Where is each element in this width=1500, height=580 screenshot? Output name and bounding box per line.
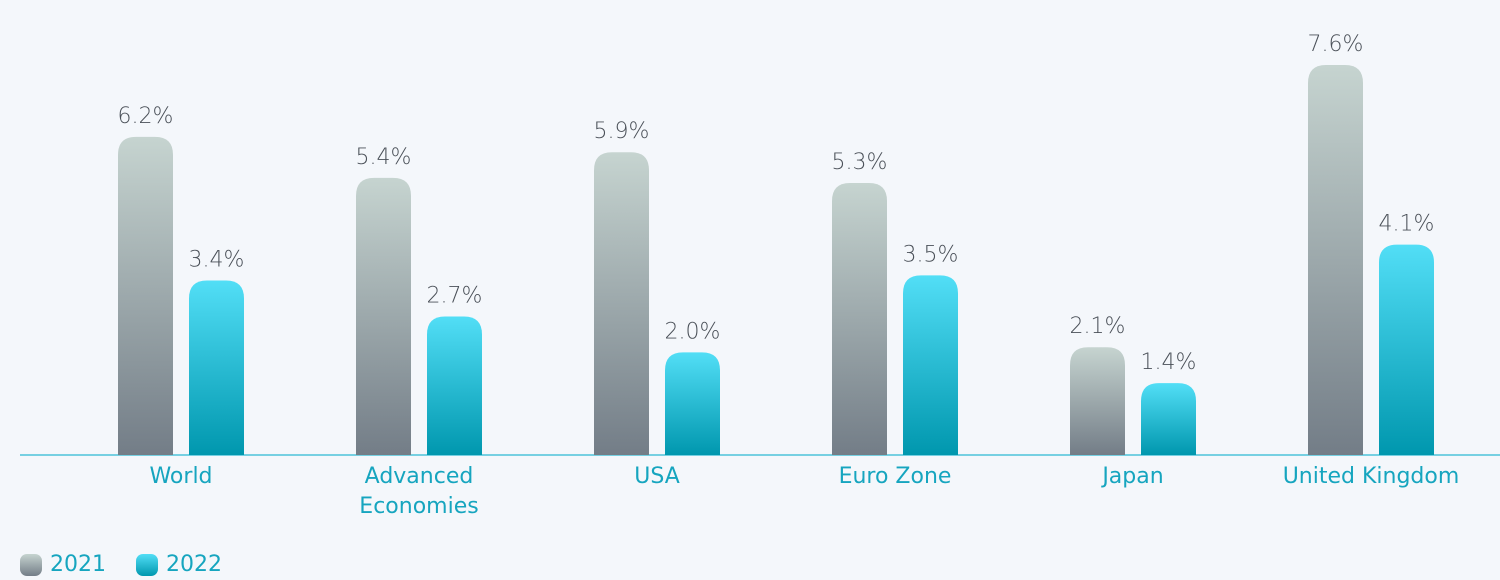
x-tick-label: United Kingdom xyxy=(1282,464,1460,489)
x-tick-label: Japan xyxy=(1102,464,1164,489)
data-label: 3.5% xyxy=(903,242,959,267)
legend: 2021 2022 xyxy=(20,552,222,577)
bar xyxy=(832,183,887,456)
bar xyxy=(665,352,720,455)
bar xyxy=(427,316,482,455)
legend-item: 2022 xyxy=(136,552,222,577)
legend-label: 2022 xyxy=(166,552,222,577)
bar xyxy=(1308,65,1363,455)
bar xyxy=(1379,244,1434,455)
data-label: 1.4% xyxy=(1141,350,1197,375)
bar xyxy=(1141,383,1196,455)
data-label: 7.6% xyxy=(1308,32,1364,57)
x-tick-label: World xyxy=(149,464,213,489)
bar xyxy=(118,136,173,455)
x-tick-label: Euro Zone xyxy=(838,464,952,489)
bar xyxy=(594,152,649,455)
bar xyxy=(903,275,958,455)
data-label: 5.4% xyxy=(356,145,412,170)
legend-label: 2021 xyxy=(50,552,106,577)
x-tick-label: USA xyxy=(634,464,680,489)
data-label: 2.1% xyxy=(1070,314,1126,339)
data-label: 3.4% xyxy=(189,248,245,273)
data-label: 4.1% xyxy=(1379,212,1435,237)
data-label: 2.7% xyxy=(427,283,483,308)
legend-swatch xyxy=(136,553,158,576)
bar xyxy=(356,177,411,456)
bar xyxy=(1070,347,1125,455)
x-tick-label: Advanced Economies xyxy=(359,464,479,519)
data-label: 2.0% xyxy=(665,319,721,344)
data-label: 5.9% xyxy=(594,119,650,144)
bar xyxy=(189,280,244,455)
legend-item: 2021 xyxy=(20,552,106,577)
data-label: 5.3% xyxy=(832,150,888,175)
data-label: 6.2% xyxy=(118,104,174,129)
legend-swatch xyxy=(20,553,42,576)
